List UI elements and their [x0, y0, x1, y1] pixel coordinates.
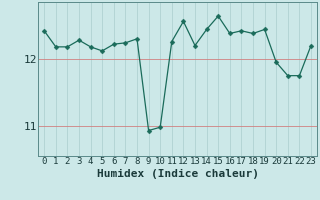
X-axis label: Humidex (Indice chaleur): Humidex (Indice chaleur)	[97, 169, 259, 179]
